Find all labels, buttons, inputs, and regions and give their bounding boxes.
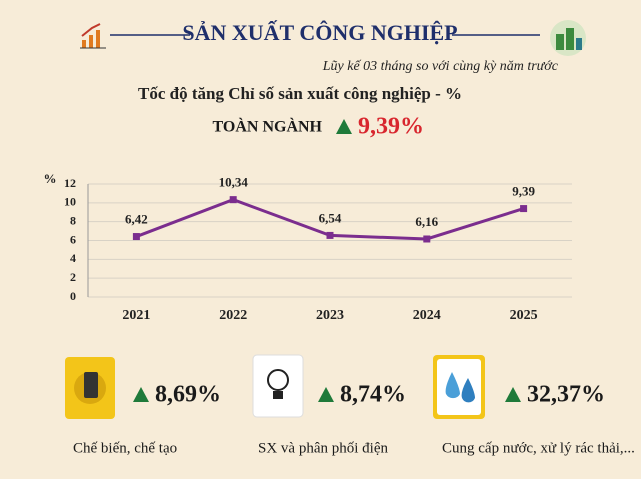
data-label: 6,42	[125, 212, 148, 227]
x-tick-label: 2022	[219, 308, 247, 323]
up-arrow	[505, 387, 521, 402]
x-tick-label: 2024	[413, 308, 441, 323]
sector-icon-inner	[437, 359, 481, 415]
marker	[326, 231, 334, 239]
up-arrow	[318, 387, 334, 402]
y-tick-label: 10	[64, 195, 76, 209]
data-label: 9,39	[512, 184, 535, 199]
y-tick-label: 6	[70, 232, 76, 246]
water-drop	[461, 378, 475, 403]
data-label: 10,34	[219, 175, 249, 190]
factory-icon	[550, 20, 586, 56]
sector-label: Chế biến, chế tạo	[73, 440, 177, 456]
data-label: 6,16	[415, 214, 438, 229]
up-arrow	[336, 119, 352, 134]
y-tick-label: 2	[70, 270, 76, 284]
sector-value: 8,69%	[155, 382, 221, 408]
sector-icon	[252, 354, 304, 418]
y-tick-label: 12	[64, 176, 76, 190]
overall-value: 9,39%	[358, 114, 424, 140]
marker	[520, 205, 528, 213]
y-axis-label: %	[44, 171, 57, 186]
subtitle: Lũy kế 03 tháng so với cùng kỳ năm trước	[322, 59, 559, 74]
up-arrow	[133, 387, 149, 402]
water-drop	[445, 372, 460, 399]
y-tick-label: 0	[70, 289, 76, 303]
sector-icon-bulb	[267, 369, 289, 391]
title: SẢN XUẤT CÔNG NGHIỆP	[182, 20, 457, 45]
sector-icon-base	[273, 391, 283, 399]
marker	[423, 235, 431, 243]
sector-label: SX và phân phối điện	[258, 440, 388, 456]
x-tick-label: 2023	[316, 308, 344, 323]
sector-label: Cung cấp nước, xử lý rác thải,...	[442, 440, 635, 456]
sector-value: 32,37%	[527, 382, 605, 408]
y-tick-label: 8	[70, 213, 76, 227]
chart-heading: Tốc độ tăng Chỉ số sản xuất công nghiệp …	[138, 84, 462, 103]
marker	[229, 196, 237, 204]
y-tick-label: 4	[70, 251, 76, 265]
sector-value: 8,74%	[340, 382, 406, 408]
data-label: 6,54	[319, 210, 342, 225]
x-tick-label: 2025	[510, 308, 538, 323]
sector-icon-device	[84, 372, 98, 398]
overall-label: TOÀN NGÀNH	[213, 117, 323, 136]
marker	[132, 233, 140, 241]
chart-icon	[80, 23, 106, 49]
x-tick-label: 2021	[122, 308, 150, 323]
